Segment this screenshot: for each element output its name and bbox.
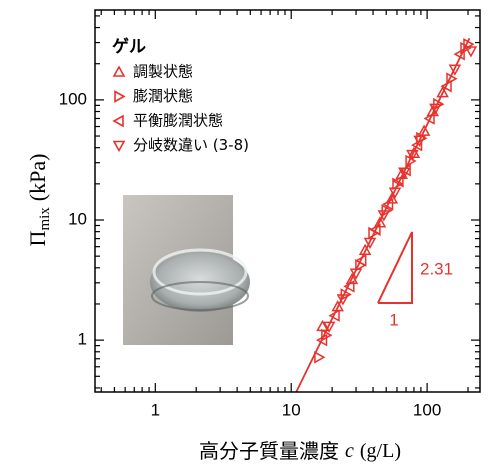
legend-label: 平衡膨潤状態 [133,112,223,130]
inset-photo [123,195,250,345]
y-label-symbol: Π [25,230,50,246]
y-label-sub: mix [37,207,53,231]
x-axis-label: 高分子質量濃度 c (g/L) [199,439,401,463]
legend-label: 調製状態 [133,63,193,81]
legend-label: 分岐数違い (3-8) [133,136,249,154]
x-tick-label: 100 [413,400,441,419]
y-tick-label: 100 [59,89,87,108]
x-tick-label: 10 [282,400,301,419]
legend-title: ゲル [112,36,146,57]
x-label-text: 高分子質量濃度 [199,439,339,463]
y-tick-label: 1 [78,330,87,349]
chart: 1 10 100 1 10 100 2.31 1 ゲル 調製状態膨潤状態平衡膨潤状態分岐数… [0,0,491,468]
slope-rise-label: 2.31 [420,259,453,278]
y-axis-label: Πmix (kPa) [25,154,53,247]
background [0,0,491,468]
y-tick-label: 10 [68,209,87,228]
x-label-var: c [345,440,354,462]
slope-run-label: 1 [389,310,398,329]
y-label-unit: (kPa) [25,154,50,202]
x-label-unit: (g/L) [360,440,401,462]
x-tick-label: 1 [151,400,160,419]
legend-label: 膨潤状態 [133,87,193,105]
